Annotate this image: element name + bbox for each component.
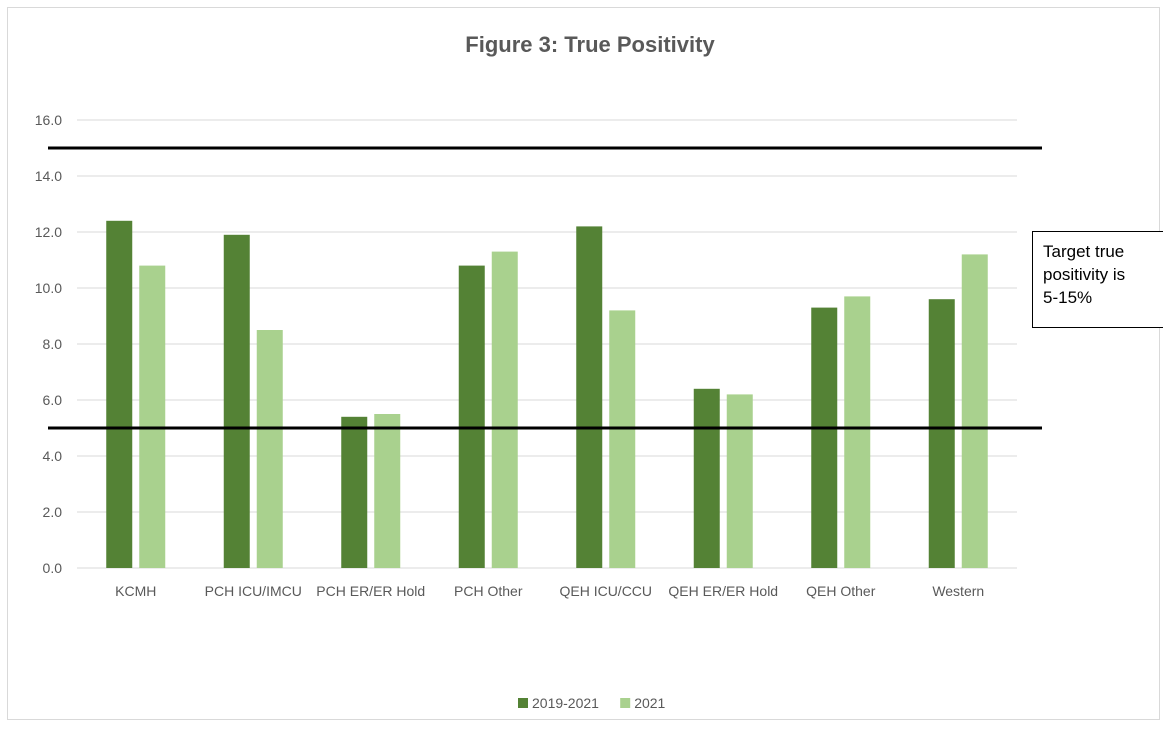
x-tick-label: QEH ICU/CCU [559, 583, 652, 599]
chart-title: Figure 3: True Positivity [465, 32, 715, 57]
y-tick-label: 14.0 [35, 168, 62, 184]
y-tick-label: 0.0 [43, 560, 63, 576]
bar-series2 [961, 254, 988, 568]
x-tick-label: PCH Other [454, 583, 523, 599]
x-tick-label: Western [932, 583, 984, 599]
annotation-line: 5-15% [1043, 288, 1093, 307]
bar-series1 [576, 226, 603, 568]
reference-lines [48, 146, 1042, 430]
y-axis-tick-labels: 0.0 2.0 4.0 6.0 8.0 10.0 12.0 14.0 16.0 [35, 112, 62, 576]
legend-swatch [620, 698, 631, 708]
bar-series1 [928, 299, 955, 568]
y-tick-label: 4.0 [43, 448, 63, 464]
legend-label: 2019-2021 [532, 695, 599, 711]
x-tick-label: QEH Other [806, 583, 876, 599]
target-annotation-box: Target true positivity is 5-15% [1032, 231, 1163, 328]
y-tick-label: 10.0 [35, 280, 62, 296]
bar-series2 [491, 251, 518, 568]
bar-series1 [458, 265, 485, 568]
x-axis-tick-labels: KCMH PCH ICU/IMCU PCH ER/ER Hold PCH Other Q… [115, 583, 984, 599]
bar-series1 [223, 234, 250, 569]
x-tick-label: PCH ER/ER Hold [316, 583, 425, 599]
annotation-line: positivity is [1043, 265, 1126, 284]
legend-label: 2021 [634, 695, 665, 711]
bar-series2 [726, 394, 753, 568]
bar-series2 [374, 414, 401, 568]
bar-series2 [256, 330, 283, 568]
bar-series1 [811, 307, 838, 568]
legend: 2019-2021 2021 [518, 695, 666, 711]
annotation-line: Target true [1043, 242, 1125, 261]
y-tick-label: 6.0 [43, 392, 63, 408]
y-tick-label: 12.0 [35, 224, 62, 240]
bar-series2 [609, 310, 636, 568]
x-tick-label: QEH ER/ER Hold [668, 583, 778, 599]
bar-series2 [844, 296, 871, 568]
bar-series1 [341, 416, 368, 568]
x-tick-label: PCH ICU/IMCU [205, 583, 302, 599]
legend-swatch [518, 698, 528, 708]
bar-series2 [139, 265, 166, 568]
y-tick-label: 16.0 [35, 112, 62, 128]
y-tick-label: 2.0 [43, 504, 63, 520]
y-tick-label: 8.0 [43, 336, 63, 352]
bars [106, 220, 988, 569]
bar-series1 [106, 220, 133, 569]
x-tick-label: KCMH [115, 583, 156, 599]
bar-series1 [693, 388, 720, 568]
